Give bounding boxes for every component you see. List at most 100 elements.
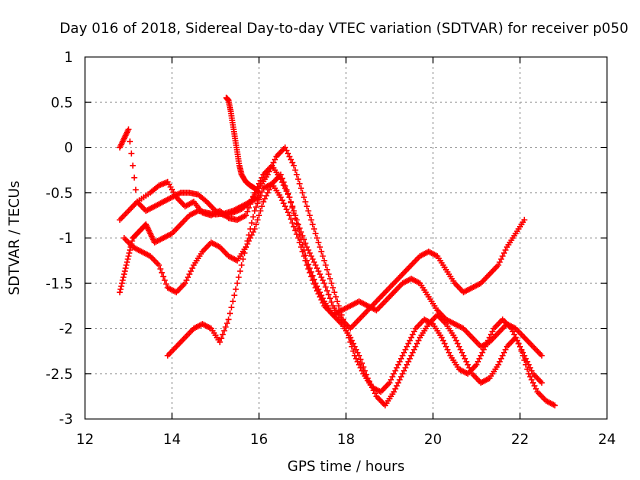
- data-point: [406, 337, 413, 344]
- data-point: [521, 216, 528, 223]
- data-point: [477, 352, 484, 359]
- data-point: [402, 364, 409, 371]
- data-point: [415, 337, 422, 344]
- data-point: [293, 231, 300, 238]
- data-point: [538, 379, 545, 386]
- data-point: [325, 291, 332, 298]
- data-point: [160, 273, 167, 280]
- data-point: [350, 340, 357, 347]
- data-point: [186, 271, 193, 278]
- data-point: [280, 200, 287, 207]
- data-point: [524, 358, 531, 365]
- data-point: [292, 215, 299, 222]
- data-point: [354, 349, 361, 356]
- data-point: [155, 262, 162, 269]
- data-point: [396, 358, 403, 365]
- series-track-5: [223, 94, 262, 196]
- data-point: [298, 244, 305, 251]
- data-point: [311, 225, 318, 232]
- data-point: [398, 373, 405, 380]
- y-tick-label: 0: [64, 141, 73, 157]
- data-point: [538, 352, 545, 359]
- data-point: [324, 266, 331, 273]
- data-point: [312, 262, 319, 269]
- data-point: [466, 364, 473, 371]
- data-point: [228, 304, 235, 311]
- data-point: [498, 355, 505, 362]
- x-tick-label: 20: [424, 432, 442, 448]
- data-point: [392, 385, 399, 392]
- data-point: [454, 340, 461, 347]
- data-point: [256, 212, 262, 219]
- data-point: [248, 219, 255, 226]
- y-tick-label: 0.5: [51, 95, 73, 111]
- data-point: [521, 352, 528, 359]
- data-point: [129, 238, 136, 245]
- data-point: [551, 402, 558, 409]
- data-point: [402, 346, 409, 353]
- data-point: [357, 364, 364, 371]
- data-point: [501, 250, 508, 257]
- data-point: [495, 361, 502, 368]
- data-point: [254, 200, 261, 207]
- data-point: [519, 349, 526, 356]
- data-point: [479, 349, 486, 356]
- data-point: [335, 302, 342, 309]
- data-point: [456, 343, 463, 350]
- data-point: [283, 186, 290, 193]
- data-point: [314, 265, 320, 272]
- data-point: [125, 253, 132, 260]
- data-point: [296, 239, 303, 246]
- data-point: [467, 367, 474, 374]
- x-axis-label: GPS time / hours: [287, 459, 404, 475]
- data-point: [306, 212, 313, 219]
- y-tick-label: -3: [59, 412, 73, 428]
- data-point: [306, 250, 313, 257]
- data-point: [443, 343, 450, 350]
- data-point: [347, 334, 354, 341]
- y-axis-label: SDTVAR / TECUs: [7, 181, 23, 296]
- data-point: [460, 352, 467, 359]
- data-point: [247, 235, 254, 241]
- data-point: [328, 280, 335, 287]
- data-point: [408, 334, 415, 341]
- data-point: [327, 295, 334, 302]
- data-point: [158, 269, 165, 276]
- data-point: [312, 230, 319, 237]
- data-point: [461, 355, 468, 362]
- data-point: [356, 352, 363, 359]
- data-point: [277, 171, 284, 178]
- data-point: [308, 273, 315, 280]
- data-point: [501, 349, 508, 356]
- data-point: [163, 281, 170, 288]
- data-point: [253, 221, 260, 228]
- data-point: [527, 373, 534, 380]
- data-point: [366, 378, 373, 385]
- data-point: [123, 262, 130, 269]
- data-point: [218, 335, 225, 342]
- data-point: [285, 150, 291, 157]
- data-point: [245, 231, 252, 238]
- data-point: [348, 337, 355, 344]
- data-point: [314, 235, 320, 241]
- data-point: [270, 159, 277, 166]
- data-point: [128, 241, 135, 248]
- data-point: [285, 209, 291, 216]
- x-tick-label: 16: [250, 432, 268, 448]
- data-point: [327, 275, 334, 282]
- data-point: [290, 223, 297, 230]
- data-point: [445, 349, 452, 356]
- chart-title: Day 016 of 2018, Sidereal Day-to-day VTE…: [60, 21, 629, 37]
- data-point: [300, 253, 307, 260]
- data-point: [289, 159, 296, 166]
- data-point: [184, 274, 191, 281]
- data-point: [315, 239, 322, 246]
- data-point: [289, 219, 296, 226]
- data-point: [318, 296, 325, 303]
- data-point: [319, 299, 326, 306]
- data-point: [527, 364, 534, 371]
- data-point: [318, 248, 325, 255]
- data-point: [512, 334, 519, 341]
- data-point: [298, 185, 305, 192]
- data-point: [393, 364, 400, 371]
